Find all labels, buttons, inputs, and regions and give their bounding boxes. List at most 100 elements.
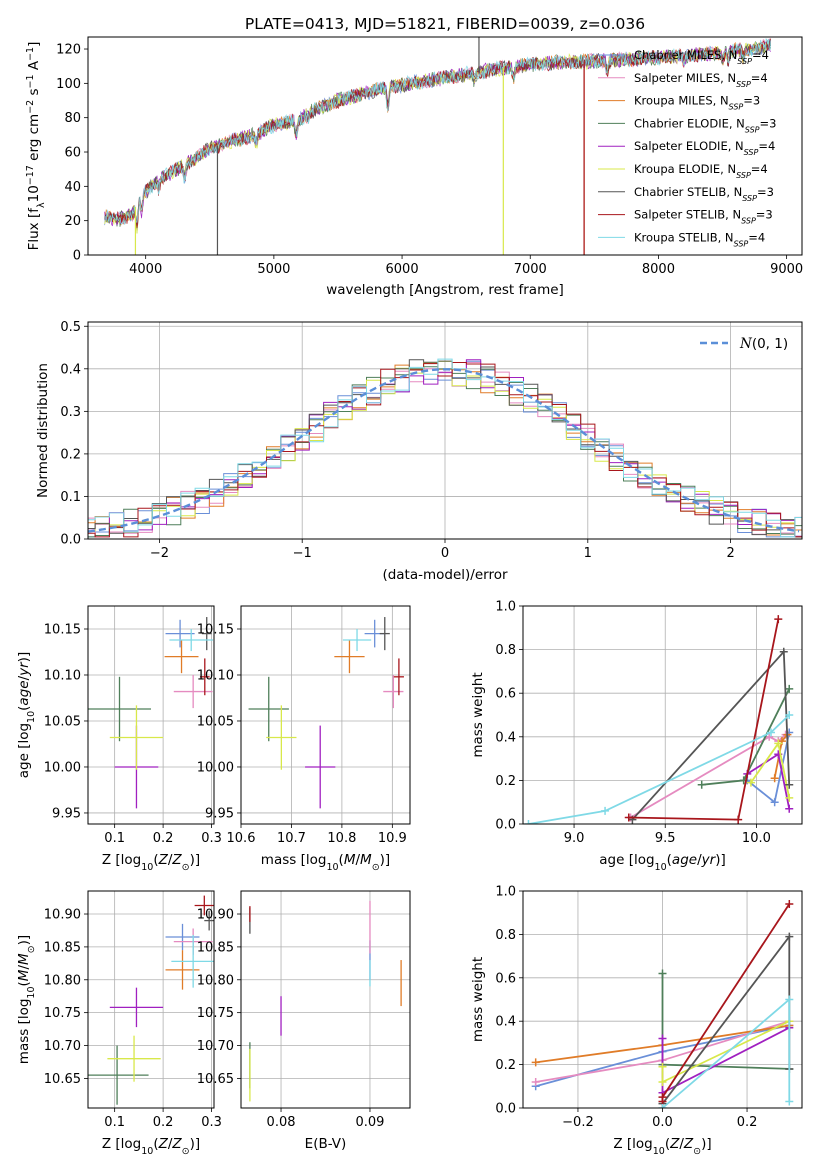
spectrum-line-chabrier-miles [104,40,772,234]
weight-marker [524,820,533,824]
axes-weight-vs-Z: −0.2 0.0 0.2 0.0 0.2 0.4 0.6 0.8 1.0 Z [log10(Z/Z… [470,885,803,1157]
weight-line [661,933,791,1105]
errorbar-salpeter-miles [383,674,404,709]
axes-frame [87,890,215,1109]
weight-marker [658,969,667,978]
y-tick-label: 0.5 [60,320,81,335]
legend-entry: Salpeter MILES, NSSP=4 [634,71,768,89]
y-tick-label: 0.8 [495,928,516,943]
spectrum-line-chabrier-elodie [104,40,772,227]
axes-frame [87,36,803,256]
weight-marker [531,1058,540,1067]
x-tick-label: 6000 [386,262,419,277]
y-tick-label: 0.6 [495,971,516,986]
x-tick-label: 0.0 [652,1115,673,1130]
y-tick-label: 0.2 [495,774,516,789]
y-tick-label: 10.70 [197,1039,234,1054]
weight-line [661,903,791,1102]
weight-marker [779,647,788,656]
y-tick-label: 0 [73,249,81,264]
weight-marker [734,815,743,824]
legend-entry: Chabrier STELIB, NSSP=3 [634,185,774,203]
weight-series-kroupa-miles [770,730,792,783]
plot-area [104,37,772,255]
y-tick-label: 0.2 [495,1058,516,1073]
y-tick-label: 0.4 [60,362,81,377]
y-tick-label: 10.90 [44,908,81,923]
axes-frame [240,605,411,825]
weight-marker [658,1077,667,1086]
weight-series-chabrier-stelib [658,932,794,1108]
errorbar-kroupa-elodie [107,1035,161,1082]
y-tick-label: 80 [64,111,81,126]
spectrum-line-kroupa-miles [104,40,771,230]
errorbar-chabrier-stelib [204,910,214,931]
weight-marker [658,1034,667,1043]
axes-frame [522,605,803,825]
weight-marker [774,615,783,624]
y-tick-label: 10.75 [44,1006,81,1021]
errorbar-chabrier-elodie [88,1045,149,1105]
errorbar-chabrier-miles [165,923,200,951]
y-tick-label: 10.70 [44,1039,81,1054]
errorbar-kroupa-stelib [342,628,372,652]
errorbar-salpeter-elodie [305,725,336,809]
plot-area [248,617,404,809]
errorbar-kroupa-miles [165,950,200,990]
weight-series-kroupa-stelib [658,995,794,1108]
weight-marker [785,780,794,789]
x-tick-label: 9.5 [655,831,676,846]
weight-marker [785,793,794,802]
y-tick-label: 10.00 [44,760,81,775]
errorbar-salpeter-stelib [194,895,214,916]
axes-frame [87,605,215,825]
x-tick-label: 9000 [770,262,803,277]
weight-marker [785,932,794,941]
y-axis-label: mass weight [470,672,486,757]
y-tick-label: 9.95 [52,806,81,821]
weight-marker [785,711,794,719]
errorbar-chabrier-miles [165,619,195,648]
y-axis-label: Normed distribution [35,363,51,498]
y-tick-label: 10.00 [197,760,234,775]
axes-frame [240,890,411,1109]
weight-marker [624,813,633,822]
histogram-chabrier-stelib [88,359,802,538]
spectrum-line-salpeter-miles [104,38,772,231]
weight-marker [770,798,779,807]
weight-series-chabrier-elodie [697,684,794,789]
y-tick-label: 1.0 [495,885,516,900]
weight-series-salpeter-stelib [658,900,794,1106]
x-tick-label: 0.1 [104,1115,125,1130]
y-tick-label: 100 [56,77,81,92]
y-tick-label: 9.95 [205,806,234,821]
spectrum-line-salpeter-stelib [104,38,772,228]
legend-entry: Salpeter STELIB, NSSP=3 [634,208,773,226]
y-tick-label: 120 [56,43,81,58]
axes-residuals: −2 −1 0 1 2 0.0 0.1 0.2 0.3 0.4 0.5 N(0, 1) (data-mo… [35,320,803,583]
x-axis-label: wavelength [Angstrom, rest frame] [326,282,564,298]
y-tick-label: 10.65 [197,1072,234,1087]
y-tick-label: 40 [64,180,81,195]
errorbar-chabrier-elodie [88,676,151,742]
y-axis-label: Flux [fλ10−17 erg cm−2 s−1 A−1] [25,42,47,251]
errorbar-salpeter-miles [173,674,213,709]
weight-marker [746,778,755,787]
weight-marker [531,1077,540,1086]
legend-entry: Kroupa STELIB, NSSP=4 [634,230,765,248]
errorbar-salpeter-elodie [109,987,164,1028]
weight-series-kroupa-elodie [746,739,794,802]
y-axis-label: mass [log10(M/M⊙)] [16,935,37,1064]
y-tick-label: 10.10 [44,668,81,683]
histogram-salpeter-stelib [88,362,802,538]
errorbar-kroupa-miles [334,640,365,674]
axes-frame [522,890,803,1109]
y-tick-label: 10.90 [197,908,234,923]
axes-age-vs-mass: 10.6 10.7 10.8 10.9 9.95 10.00 10.05 10.10 10.15… [197,605,411,873]
y-axis-label: age [log10(age/yr)] [16,652,37,778]
y-tick-label: 0.6 [495,687,516,702]
weight-marker [770,774,779,783]
weight-marker [785,900,794,909]
errorbar-chabrier-elodie [248,676,289,742]
axes-age-vs-Z: 0.1 0.2 0.3 9.95 10.00 10.05 10.10 10.15 Z [log1… [16,605,222,873]
